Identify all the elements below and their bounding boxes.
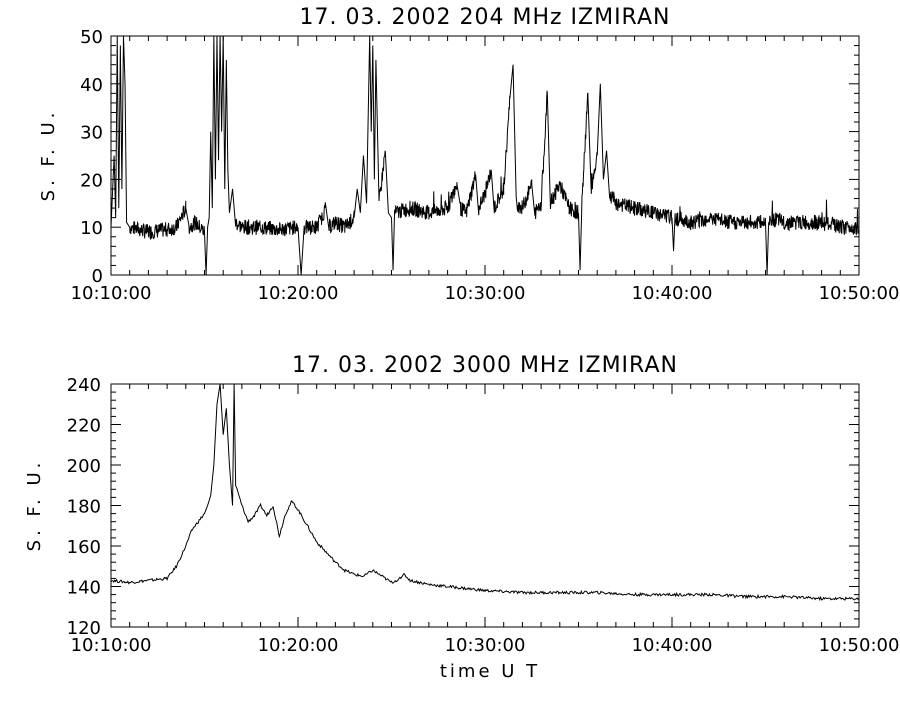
y-tick-label: 140 [67,578,101,599]
y-tick-label: 220 [67,416,101,437]
y-tick-label: 30 [80,123,103,144]
y-tick-label: 180 [67,497,101,518]
x-tick-label: 10:40:00 [632,635,713,656]
y-tick-label: 160 [67,537,101,558]
y-tick-label: 240 [67,375,101,396]
y-axis-label-204mhz: S. F. U. [38,109,59,202]
x-tick-label: 10:10:00 [71,283,152,304]
y-tick-label: 200 [67,456,101,477]
y-tick-label: 20 [80,170,103,191]
chart-title-3000mhz: 17. 03. 2002 3000 MHz IZMIRAN [292,353,678,378]
x-tick-label: 10:20:00 [258,283,339,304]
x-tick-label: 10:20:00 [258,635,339,656]
x-tick-label: 10:50:00 [819,283,900,304]
panel-204mhz: 17. 03. 2002 204 MHz IZMIRAN S. F. U. 10… [38,5,899,304]
y-tick-label: 120 [67,618,101,639]
x-ticks [110,36,860,275]
y-axis-label-3000mhz: S. F. U. [24,459,45,552]
x-tick-label: 10:40:00 [632,283,713,304]
y-tick-label: 40 [80,75,103,96]
x-tick-label: 10:30:00 [445,283,526,304]
series-line [111,36,859,275]
x-tick-label: 10:10:00 [71,635,152,656]
series-line [111,384,859,601]
x-tick-label: 10:50:00 [819,635,900,656]
y-ticks [111,383,859,628]
x-tick-label: 10:30:00 [445,635,526,656]
y-tick-label: 0 [92,266,103,287]
chart-title-204mhz: 17. 03. 2002 204 MHz IZMIRAN [300,5,671,30]
panel-3000mhz: 17. 03. 2002 3000 MHz IZMIRAN S. F. U. t… [24,353,899,682]
y-tick-label: 50 [80,27,103,48]
y-tick-label: 10 [80,218,103,239]
x-axis-label-3000mhz: time U T [440,661,540,682]
